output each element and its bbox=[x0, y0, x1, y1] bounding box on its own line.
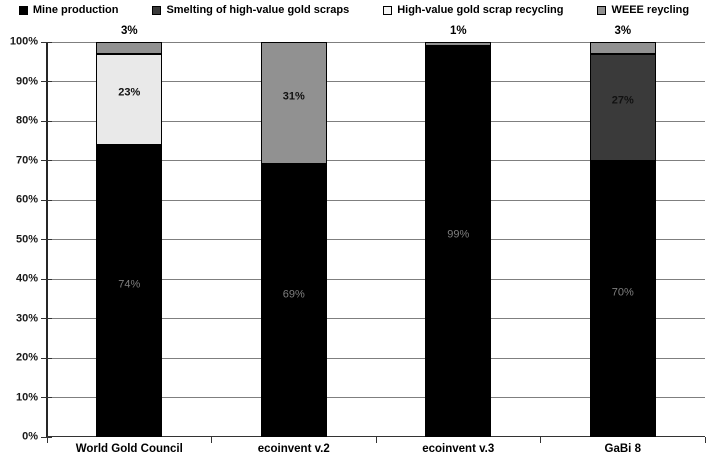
bar-ecoinvent-v-2: 69% 31% bbox=[260, 42, 327, 437]
y-tick-mark bbox=[41, 357, 52, 359]
bar-gabi-8: 70% 27% 3% bbox=[589, 25, 656, 437]
x-axis-category-labels: World Gold Council ecoinvent v.2 ecoinvent… bbox=[47, 443, 705, 457]
y-tick-mark bbox=[41, 81, 52, 82]
x-tick-mark bbox=[704, 437, 706, 443]
y-axis-line bbox=[46, 42, 48, 438]
x-tick-mark bbox=[540, 437, 541, 443]
x-category-label-ecoinvent-v-2: ecoinvent v.2 bbox=[257, 443, 330, 455]
category-slot-gabi-8: 70% 27% 3% bbox=[541, 25, 706, 437]
x-tick-mark bbox=[46, 437, 48, 443]
gridline-20 bbox=[47, 357, 705, 359]
x-tick-mark bbox=[211, 437, 212, 443]
legend-item-high-value-gold-scrap-recycling: High-value gold scrap recycling bbox=[383, 4, 563, 16]
legend-swatch-mine-production bbox=[18, 5, 28, 15]
y-tick-label: 30% bbox=[15, 312, 38, 324]
gridline-10 bbox=[47, 397, 705, 398]
segment-weee-reycling bbox=[589, 42, 656, 54]
y-tick-mark bbox=[41, 318, 52, 319]
y-tick-mark bbox=[41, 41, 52, 43]
gridline-50 bbox=[47, 239, 705, 240]
legend-label: Smelting of high-value gold scraps bbox=[166, 4, 350, 16]
x-category-label-ecoinvent-v-3: ecoinvent v.3 bbox=[422, 443, 495, 455]
segment-mine-production bbox=[589, 160, 656, 437]
segment-value-label: 27% bbox=[611, 94, 634, 107]
legend-label: WEEE reycling bbox=[611, 4, 690, 16]
x-category-label-world-gold-council: World Gold Council bbox=[75, 443, 183, 455]
above-bar-value-label: 3% bbox=[614, 25, 632, 37]
y-tick-label: 90% bbox=[15, 75, 38, 87]
segment-mine-production bbox=[260, 164, 327, 437]
y-tick-mark bbox=[41, 278, 52, 280]
segment-weee-reycling bbox=[260, 42, 327, 165]
gridline-80 bbox=[47, 120, 705, 122]
legend-swatch-smelting-of-high-value-gold-scraps bbox=[152, 5, 162, 15]
segment-value-label: 31% bbox=[282, 90, 305, 103]
gridline-40 bbox=[47, 278, 705, 280]
bar-world-gold-council: 74% 23% 3% bbox=[96, 25, 163, 437]
category-slot-ecoinvent-v-3: 99% 1% bbox=[376, 25, 541, 437]
segment-weee-reycling bbox=[425, 42, 492, 46]
gridline-30 bbox=[47, 318, 705, 319]
y-tick-label: 20% bbox=[15, 351, 38, 364]
y-tick-mark bbox=[41, 239, 52, 240]
segment-high-value-gold-scrap-recycling bbox=[96, 53, 163, 145]
y-tick-mark bbox=[41, 160, 52, 161]
y-tick-label: 0% bbox=[22, 430, 38, 443]
legend-label: High-value gold scrap recycling bbox=[397, 4, 564, 16]
y-tick-label: 80% bbox=[15, 114, 38, 127]
segment-weee-reycling bbox=[96, 42, 163, 54]
y-tick-label: 40% bbox=[15, 272, 38, 285]
legend-label: Mine production bbox=[32, 4, 119, 16]
category-slot-ecoinvent-v-2: 69% 31% bbox=[212, 42, 377, 437]
plot-area: 74% 23% 3% 69% 31% 99% 1% 70% 27% 3% bbox=[41, 25, 706, 443]
gridline-100 bbox=[47, 41, 705, 43]
above-bar-value-label: 3% bbox=[120, 25, 138, 37]
x-category-label-gabi-8: GaBi 8 bbox=[604, 443, 641, 455]
y-tick-label: 10% bbox=[15, 391, 38, 403]
category-slot-world-gold-council: 74% 23% 3% bbox=[47, 25, 212, 437]
segment-value-label: 23% bbox=[118, 86, 141, 99]
segment-value-label: 99% bbox=[447, 228, 470, 241]
segment-value-label: 70% bbox=[611, 286, 634, 299]
gridline-90 bbox=[47, 81, 705, 82]
y-tick-mark bbox=[41, 120, 52, 122]
segment-value-label: 69% bbox=[282, 288, 305, 301]
x-tick-mark bbox=[375, 437, 377, 443]
legend-swatch-weee-reycling bbox=[597, 5, 607, 15]
y-tick-label: 100% bbox=[9, 35, 38, 48]
legend-item-mine-production: Mine production bbox=[18, 4, 119, 16]
x-axis-line bbox=[47, 436, 705, 437]
y-tick-mark bbox=[41, 397, 52, 398]
legend-item-weee-reycling: WEEE reycling bbox=[597, 4, 689, 16]
y-axis-tick-labels: 0% 10% 20% 30% 40% 50% 60% 70% 80% 90% 100% bbox=[0, 36, 40, 442]
legend-swatch-high-value-gold-scrap-recycling bbox=[383, 5, 393, 15]
bar-ecoinvent-v-3: 99% 1% bbox=[425, 25, 492, 437]
above-bar-value-label: 1% bbox=[449, 25, 467, 37]
segment-mine-production bbox=[96, 144, 163, 437]
y-tick-label: 70% bbox=[15, 154, 38, 166]
chart-legend: Mine production Smelting of high-value go… bbox=[0, 2, 708, 18]
segment-mine-production bbox=[425, 45, 492, 437]
gridline-70 bbox=[47, 160, 705, 161]
legend-item-smelting-of-high-value-gold-scraps: Smelting of high-value gold scraps bbox=[152, 4, 349, 16]
y-tick-label: 60% bbox=[15, 193, 38, 206]
y-tick-label: 50% bbox=[15, 233, 38, 245]
gridline-60 bbox=[47, 199, 705, 201]
segment-smelting-of-high-value-gold-scraps bbox=[589, 53, 656, 161]
y-tick-mark bbox=[41, 199, 52, 201]
segment-value-label: 74% bbox=[118, 278, 141, 291]
